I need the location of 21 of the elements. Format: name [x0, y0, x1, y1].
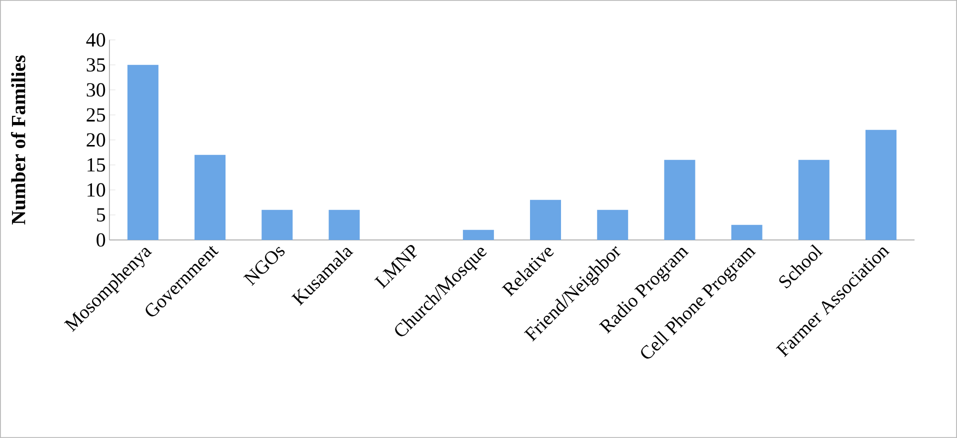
bar [462, 230, 494, 240]
bar [664, 160, 696, 240]
y-tick-label: 5 [97, 208, 106, 222]
bar [798, 160, 830, 240]
y-tick-label: 0 [96, 233, 106, 247]
y-tick-label: 20 [86, 133, 106, 147]
bar [194, 154, 226, 240]
bar [262, 210, 293, 240]
bar [597, 210, 628, 240]
bar [530, 200, 562, 240]
bar [865, 130, 896, 240]
y-tick-label: 10 [88, 183, 106, 197]
y-tick-label: 25 [86, 108, 106, 122]
bar [731, 225, 762, 240]
bar [127, 64, 158, 240]
y-tick-label: 30 [86, 83, 106, 97]
y-axis-title: Number of Families [11, 55, 26, 225]
y-tick-label: 15 [88, 158, 106, 172]
y-tick-label: 40 [86, 33, 106, 47]
y-tick-label: 35 [86, 58, 106, 72]
bar [328, 210, 360, 240]
